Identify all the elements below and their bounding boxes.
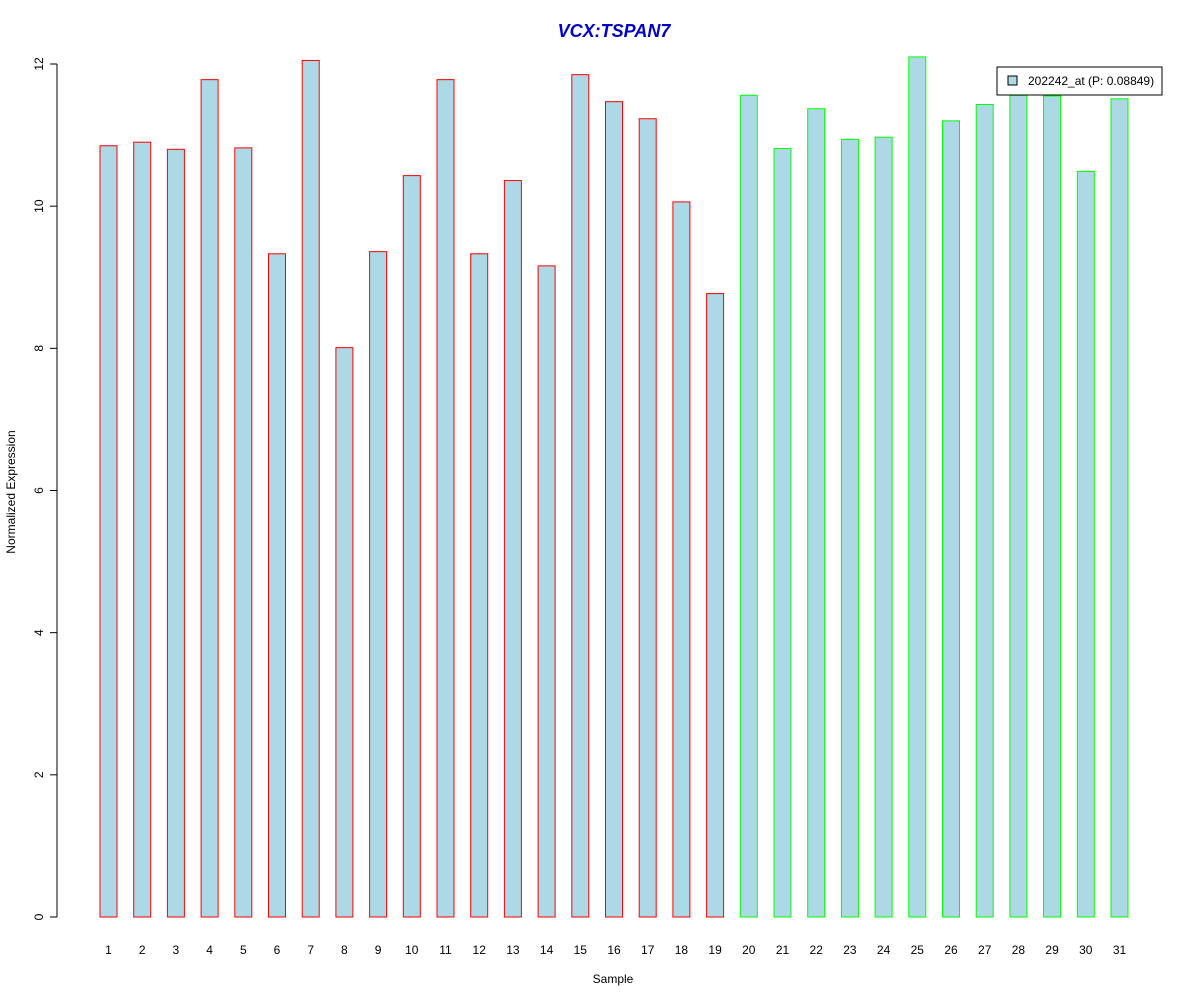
legend: 202242_at (P: 0.08849) <box>996 66 1163 96</box>
x-tick-label: 16 <box>607 943 621 957</box>
y-tick-label: 0 <box>32 913 46 920</box>
bar-sample-24 <box>874 136 893 918</box>
bar-sample-23 <box>840 138 859 918</box>
bar-sample-30 <box>1076 170 1095 918</box>
x-tick-label: 1 <box>105 943 112 957</box>
bar-sample-11 <box>436 79 455 918</box>
bar-sample-1 <box>99 145 118 918</box>
bar-sample-14 <box>537 265 556 918</box>
bar-sample-7 <box>301 59 320 918</box>
bar-sample-20 <box>739 94 758 918</box>
x-tick-label: 11 <box>439 943 452 957</box>
bar-sample-17 <box>638 118 657 918</box>
x-tick-label: 25 <box>911 943 925 957</box>
x-tick-label: 23 <box>843 943 857 957</box>
x-tick-label: 26 <box>944 943 958 957</box>
y-tick-label: 8 <box>32 345 46 352</box>
bar-sample-22 <box>807 108 826 918</box>
bar-sample-27 <box>975 104 994 918</box>
bar-sample-28 <box>1009 94 1028 918</box>
x-tick-label: 9 <box>375 943 382 957</box>
bar-sample-29 <box>1043 95 1062 918</box>
x-tick-label: 3 <box>173 943 180 957</box>
x-tick-label: 5 <box>240 943 247 957</box>
y-tick-label: 6 <box>32 487 46 494</box>
y-tick-label: 12 <box>32 57 46 71</box>
legend-label: 202242_at (P: 0.08849) <box>1028 74 1154 88</box>
chart-title: VCX:TSPAN7 <box>558 21 672 41</box>
bar-sample-3 <box>166 148 185 918</box>
bars-group <box>99 56 1129 918</box>
x-tick-label: 31 <box>1113 943 1127 957</box>
x-tick-label: 21 <box>776 943 790 957</box>
bar-sample-15 <box>571 74 590 918</box>
bar-sample-21 <box>773 148 792 918</box>
x-tick-label: 18 <box>675 943 689 957</box>
x-tick-label: 19 <box>708 943 722 957</box>
x-tick-label: 20 <box>742 943 756 957</box>
x-tick-label: 28 <box>1012 943 1026 957</box>
bar-sample-13 <box>503 180 522 918</box>
bar-sample-26 <box>942 120 960 918</box>
bar-sample-19 <box>706 293 725 918</box>
x-tick-label: 4 <box>206 943 213 957</box>
x-tick-label: 10 <box>405 943 419 957</box>
bar-sample-18 <box>672 201 691 918</box>
x-tick-label: 30 <box>1079 943 1093 957</box>
y-axis: 0 2 4 6 8 10 12 <box>32 57 58 920</box>
bar-sample-8 <box>335 347 354 918</box>
bar-sample-31 <box>1110 98 1129 918</box>
x-tick-label: 29 <box>1045 943 1059 957</box>
bar-sample-12 <box>470 253 489 918</box>
x-tick-label: 15 <box>574 943 588 957</box>
bar-sample-4 <box>200 79 219 918</box>
x-tick-label: 22 <box>810 943 824 957</box>
y-tick-label: 10 <box>32 199 46 213</box>
legend-swatch <box>1007 75 1018 86</box>
x-tick-label: 27 <box>978 943 992 957</box>
x-tick-label: 12 <box>473 943 487 957</box>
x-tick-label: 17 <box>641 943 655 957</box>
x-tick-label: 13 <box>506 943 520 957</box>
x-tick-label: 14 <box>540 943 554 957</box>
x-tick-label: 24 <box>877 943 891 957</box>
bar-sample-6 <box>268 253 286 918</box>
bar-sample-5 <box>234 147 253 918</box>
bar-sample-16 <box>605 101 623 918</box>
bar-sample-25 <box>908 56 927 918</box>
x-tick-label: 7 <box>307 943 314 957</box>
x-axis-label: Sample <box>593 972 634 986</box>
x-tick-label: 8 <box>341 943 348 957</box>
y-tick-label: 4 <box>32 629 46 636</box>
bar-sample-2 <box>133 141 152 918</box>
bar-sample-9 <box>369 251 388 918</box>
bar-sample-10 <box>402 175 421 918</box>
x-tick-label: 6 <box>274 943 281 957</box>
y-axis-label: Normalized Expression <box>4 430 18 553</box>
x-tick-labels: 1 2 3 4 5 6 7 8 9 10 11 12 13 14 15 16 17 18 19 20 21 22 23 24 2… <box>105 943 1126 957</box>
legend-box <box>996 66 1163 96</box>
x-tick-label: 2 <box>139 943 146 957</box>
y-tick-label: 2 <box>32 771 46 778</box>
